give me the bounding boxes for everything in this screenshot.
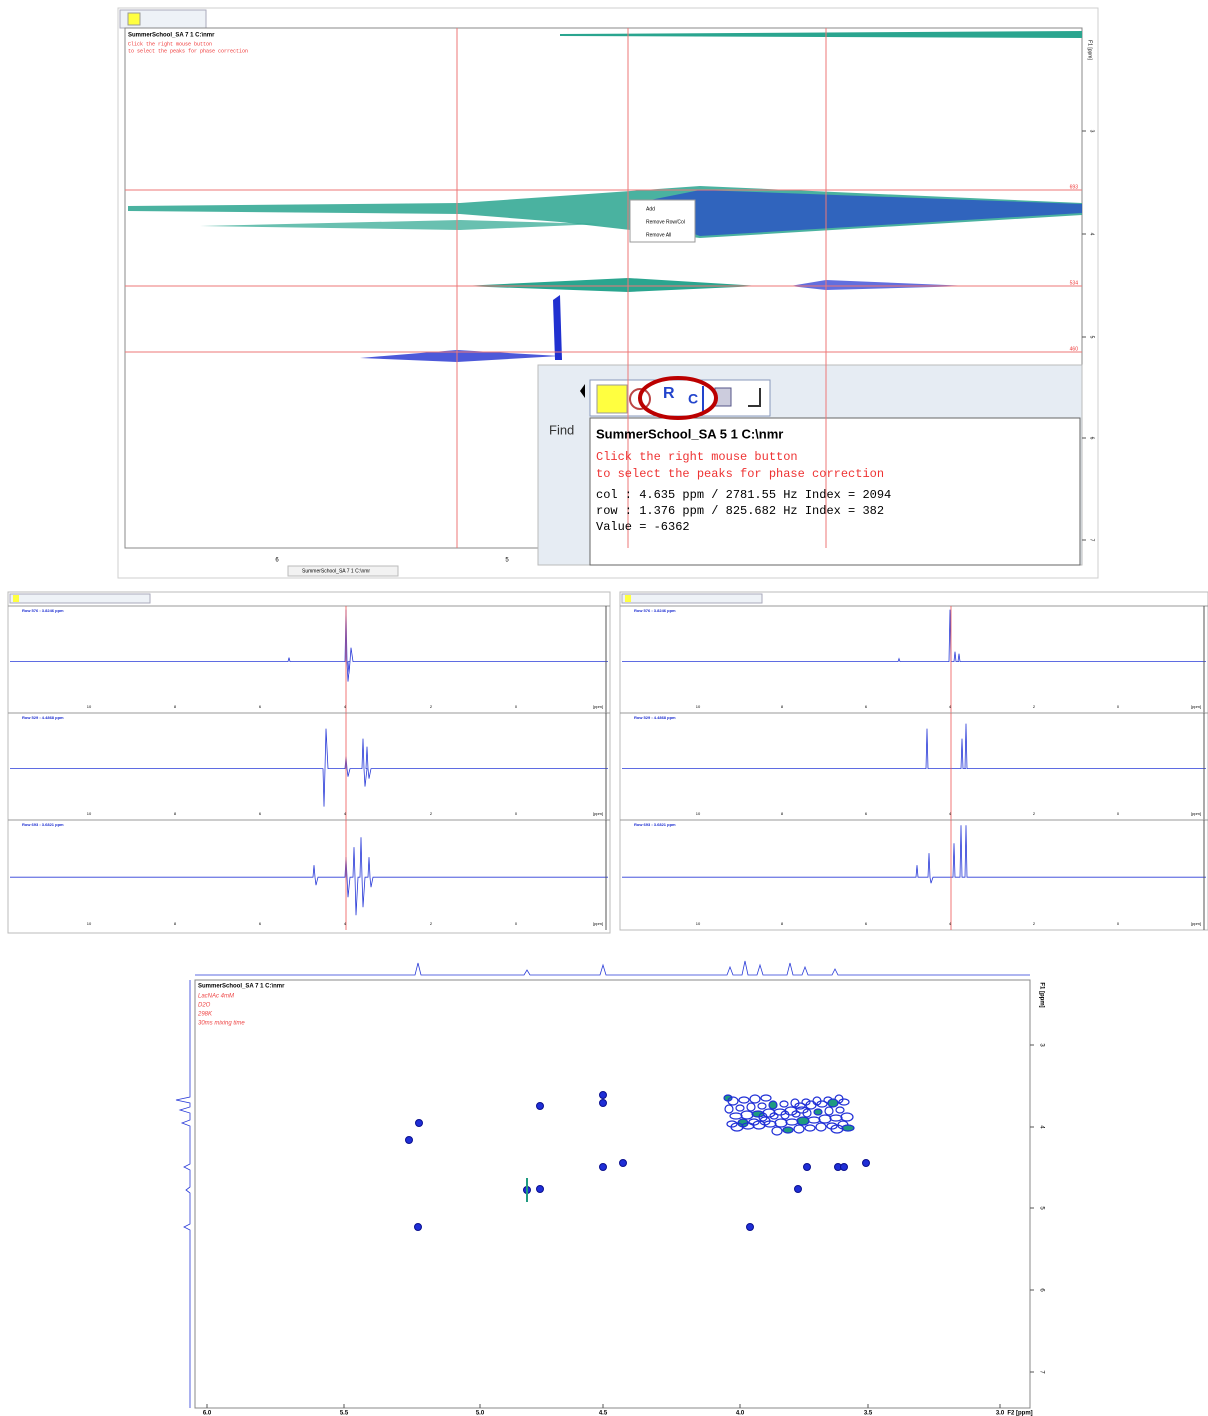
cross-peak xyxy=(537,1103,544,1110)
row-label: Row 576 : 3.8246 ppm xyxy=(634,608,676,613)
x-unit: [ppm] xyxy=(593,704,603,709)
toolbar xyxy=(10,594,150,603)
phase-button[interactable] xyxy=(597,385,627,413)
x-label: F2 [ppm] xyxy=(1007,1411,1032,1416)
y-label: F1 [ppm] xyxy=(1038,982,1044,1007)
cross-peak xyxy=(863,1160,870,1167)
y-tick-label: 5 xyxy=(1038,1206,1044,1210)
row-marker: 693 xyxy=(1070,184,1079,190)
cross-peak xyxy=(752,1111,764,1117)
x-tick-label: 5.5 xyxy=(340,1411,349,1416)
cross-peak xyxy=(537,1186,544,1193)
projection-f2 xyxy=(195,961,1030,975)
cross-peak xyxy=(783,1127,793,1133)
cross-peak xyxy=(620,1160,627,1167)
x-unit: [ppm] xyxy=(593,811,603,816)
spectrum-frame xyxy=(195,980,1030,1408)
x-tick-label: 10 xyxy=(696,811,701,816)
y-tick-label: 7 xyxy=(1038,1370,1044,1374)
cross-peak xyxy=(814,1109,822,1115)
x-tick-label: 10 xyxy=(87,921,92,926)
row-panel xyxy=(8,592,610,933)
zoom-title: SummerSchool_SA 5 1 C:\nmr xyxy=(596,426,783,441)
x-tick-label: 3.0 xyxy=(996,1411,1005,1416)
menu-item[interactable]: Remove Row/Col xyxy=(646,219,685,225)
phase-button[interactable] xyxy=(625,595,631,602)
row-label: Row 693 : 3.6821 ppm xyxy=(22,822,64,827)
row-panel xyxy=(620,592,1208,930)
x-tick-label: 4.5 xyxy=(599,1411,608,1416)
note: 298K xyxy=(197,1012,213,1018)
cross-peak xyxy=(416,1120,423,1127)
cross-peak xyxy=(415,1224,422,1231)
readout: row : 1.376 ppm / 825.682 Hz Index = 382 xyxy=(596,504,884,518)
hint-text: Click the right mouse button xyxy=(128,41,212,47)
y-tick-label: 7 xyxy=(1089,539,1095,542)
projection-f1 xyxy=(176,980,190,1408)
x-tick-label: 3.5 xyxy=(864,1411,873,1416)
x-tick-label: 6.0 xyxy=(203,1411,212,1416)
plot-title: SummerSchool_SA 7 1 C:\nmr xyxy=(198,984,285,990)
cross-peak xyxy=(406,1137,413,1144)
y-tick-label: 6 xyxy=(1089,437,1095,440)
cross-peak xyxy=(797,1117,809,1125)
cross-peak xyxy=(795,1186,802,1193)
x-tick-label: 5.0 xyxy=(476,1411,485,1416)
x-tick-label: 4.0 xyxy=(736,1411,745,1416)
icon-r[interactable]: R xyxy=(663,385,675,402)
x-tick-label: 10 xyxy=(696,921,701,926)
menu-item[interactable]: Add xyxy=(646,206,655,212)
x-tick-label: 10 xyxy=(87,811,92,816)
phase-button[interactable] xyxy=(13,595,19,602)
cross-peak xyxy=(600,1092,607,1099)
cross-peak xyxy=(828,1099,838,1107)
x-unit: [ppm] xyxy=(593,921,603,926)
hint-text: to select the peaks for phase correction xyxy=(596,467,884,481)
phase-button[interactable] xyxy=(128,13,140,25)
icon-c[interactable]: C xyxy=(688,391,698,407)
note: D2O xyxy=(198,1003,211,1009)
readout: Value = -6362 xyxy=(596,520,690,534)
y-tick-label: 3 xyxy=(1038,1043,1044,1047)
row-label: Row 576 : 3.8246 ppm xyxy=(22,608,64,613)
cross-peak xyxy=(769,1101,777,1109)
tab-label: SummerSchool_SA 7 1 C:\nmr xyxy=(302,568,370,574)
note: LacNAc 4mM xyxy=(198,994,234,1000)
x-tick-label: 10 xyxy=(696,704,701,709)
y-tick-label: 3 xyxy=(1089,130,1095,133)
y-tick-label: 4 xyxy=(1038,1125,1044,1129)
hint-text: Click the right mouse button xyxy=(596,450,798,464)
plot-title: SummerSchool_SA 7 1 C:\nmr xyxy=(128,33,215,39)
y-tick-label: 4 xyxy=(1089,233,1095,236)
cross-peak xyxy=(804,1164,811,1171)
y-tick-label: 6 xyxy=(1038,1288,1044,1292)
toolbar xyxy=(622,594,762,603)
row-label: Row 529 : 4.4868 ppm xyxy=(634,715,676,720)
cross-peak xyxy=(600,1164,607,1171)
row-marker: 460 xyxy=(1070,346,1079,352)
y-tick-label: 5 xyxy=(1089,336,1095,339)
menu-item[interactable]: Remove All xyxy=(646,232,671,238)
hint-text: to select the peaks for phase correction xyxy=(128,48,248,54)
axis-label: F1 [ppm] xyxy=(1087,40,1093,60)
row-label: Row 529 : 4.4868 ppm xyxy=(22,715,64,720)
row-label: Row 693 : 3.6821 ppm xyxy=(634,822,676,827)
note: 30ms mixing time xyxy=(198,1021,245,1027)
row-marker: 534 xyxy=(1070,280,1079,286)
screenshot: R C SummerSchool_SA 7 1 C:\nmr Click the … xyxy=(0,0,1208,1416)
x-tick-label: 10 xyxy=(87,704,92,709)
x-unit: [ppm] xyxy=(1191,811,1201,816)
readout: col : 4.635 ppm / 2781.55 Hz Index = 209… xyxy=(596,488,891,502)
cross-peak xyxy=(600,1100,607,1107)
x-unit: [ppm] xyxy=(1191,704,1201,709)
cross-peak xyxy=(747,1224,754,1231)
x-unit: [ppm] xyxy=(1191,921,1201,926)
find-label: Find xyxy=(549,422,574,437)
cross-peak xyxy=(842,1125,854,1131)
cross-peak xyxy=(841,1164,848,1171)
